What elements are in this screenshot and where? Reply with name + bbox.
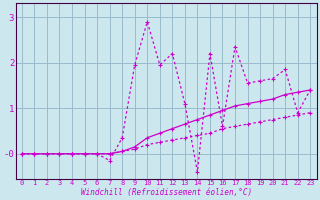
X-axis label: Windchill (Refroidissement éolien,°C): Windchill (Refroidissement éolien,°C) xyxy=(81,188,252,197)
